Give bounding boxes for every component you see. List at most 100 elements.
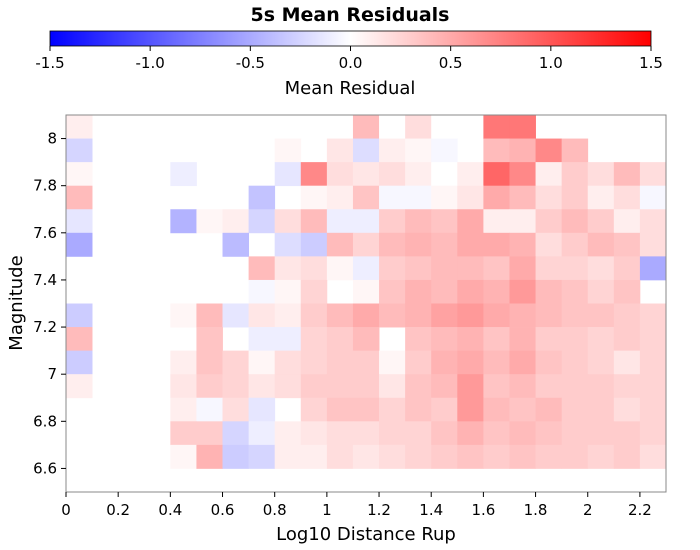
heatmap-cell [300,256,328,281]
heatmap-cell [274,279,302,304]
heatmap-cell [326,162,354,187]
heatmap-cell [352,279,380,304]
x-tick-label: 2 [583,501,593,519]
heatmap-cell [379,209,406,234]
heatmap-cell [274,374,302,399]
heatmap-cell [509,374,536,399]
heatmap-cell [431,115,458,139]
x-tick-label: 2.2 [628,501,652,519]
heatmap-cell [379,232,406,257]
heatmap-cell [405,397,432,422]
heatmap-cell [639,350,667,375]
plot-area: 0 0.2 0.4 0.6 0.8 1 1.2 1.4 1.6 1.8 2 2.2 6.6 6.8 7 7.… [6,114,667,545]
heatmap-cell [352,232,380,257]
heatmap-cell [613,303,641,328]
y-tick-label: 6.6 [33,459,57,477]
heatmap-cell [248,279,276,304]
heatmap-cell [405,350,432,375]
heatmap-cell [587,303,615,328]
heatmap-cell [483,303,510,328]
x-tick-label: 0 [61,501,71,519]
y-axis: 6.6 6.8 7 7.2 7.4 7.6 7.8 8 [33,130,66,477]
heatmap-cell [431,232,458,257]
heatmap-cell [196,209,223,234]
heatmap-cell [509,444,536,469]
heatmap-cell [431,374,458,399]
heatmap-cell [561,350,589,375]
heatmap-cell [379,444,406,469]
heatmap-cell [326,232,354,257]
heatmap-cell [248,444,276,469]
heatmap-cell [170,162,197,187]
heatmap-cell [222,350,250,375]
heatmap-cell [431,397,458,422]
heatmap-cell [639,374,667,399]
heatmap-cell [509,421,536,446]
heatmap-cell [248,327,276,352]
heatmap-cell [300,397,328,422]
heatmap-cell [248,397,276,422]
heatmap-cell [509,185,536,210]
heatmap-cell [509,397,536,422]
heatmap-cell [613,256,641,281]
heatmap-cell [66,115,93,139]
heatmap-cell [170,444,197,469]
heatmap-cell [196,374,223,399]
heatmap-cell [535,209,563,234]
heatmap-cell [613,444,641,469]
heatmap-cell [535,279,563,304]
heatmap-cell [66,374,93,399]
heatmap-cell [379,279,406,304]
heatmap-cell [613,397,641,422]
heatmap-cell [587,444,615,469]
y-tick-label: 7.6 [33,224,57,242]
heatmap-cell [457,327,484,352]
heatmap-cell [170,350,197,375]
heatmap-cell [561,209,589,234]
heatmap-cell [248,374,276,399]
heatmap-cell [639,162,667,187]
heatmap-cell [587,327,615,352]
heatmap-cell [222,444,250,469]
heatmap-cell [66,327,93,352]
x-tick-label: 1.4 [419,501,443,519]
heatmap-cell [431,138,458,163]
heatmap-cell [613,350,641,375]
heatmap-cell [587,256,615,281]
colorbar-tick-label: -1.0 [136,54,165,72]
heatmap-cell [352,115,380,139]
heatmap-cell [431,256,458,281]
heatmap-cell [248,350,276,375]
heatmap-cell [535,138,563,163]
heatmap-cell [405,138,432,163]
heatmap-cell [196,327,223,352]
heatmap-cell [457,209,484,234]
heatmap-cell [561,256,589,281]
x-axis: 0 0.2 0.4 0.6 0.8 1 1.2 1.4 1.6 1.8 2 2.2 [61,492,652,519]
heatmap-cell [587,374,615,399]
heatmap-cell [457,374,484,399]
heatmap-cell [457,256,484,281]
heatmap-cell [561,421,589,446]
colorbar-tick-label: 0.0 [339,54,363,72]
heatmap-cell [561,232,589,257]
heatmap-cell [326,444,354,469]
heatmap-cell [613,232,641,257]
heatmap-cell [222,421,250,446]
heatmap-cell [457,421,484,446]
heatmap-cell [300,421,328,446]
heatmap-cell [509,115,536,139]
heatmap-cell [639,421,667,446]
heatmap-cell [405,115,432,139]
heatmap-cell [613,162,641,187]
heatmap-cell [326,327,354,352]
heatmap-cell [352,350,380,375]
heatmap-cell [248,209,276,234]
heatmap-cell [535,303,563,328]
heatmap-cell [639,444,667,469]
heatmap-cell [535,256,563,281]
heatmap-cell [639,256,667,281]
heatmap-cell [535,421,563,446]
colorbar: -1.5 -1.0 -0.5 0.0 0.5 1.0 1.5 Mean Residual [35,30,663,99]
